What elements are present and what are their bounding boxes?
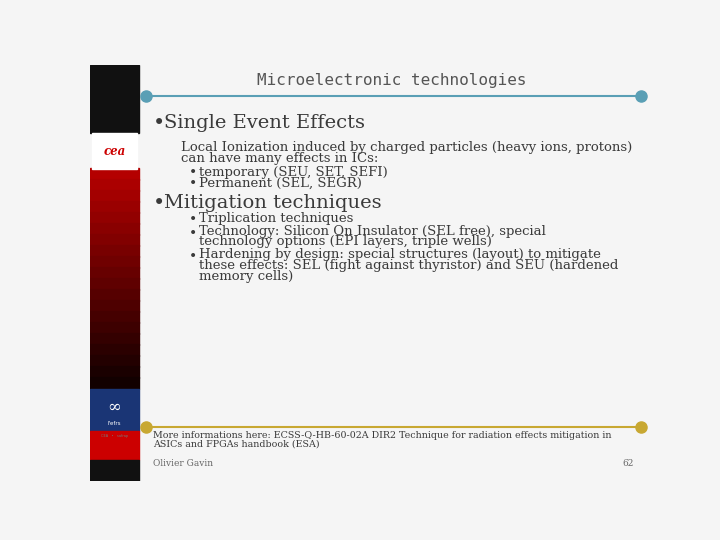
Bar xyxy=(90,389,139,431)
Bar xyxy=(90,234,139,246)
Text: these effects: SEL (fight against thyristor) and SEU (hardened: these effects: SEL (fight against thyris… xyxy=(199,259,618,272)
Text: Microelectronic technologies: Microelectronic technologies xyxy=(256,73,526,87)
Text: Permanent (SEL, SEGR): Permanent (SEL, SEGR) xyxy=(199,177,362,190)
Bar xyxy=(90,289,139,301)
Text: technology options (EPI layers, triple wells): technology options (EPI layers, triple w… xyxy=(199,235,492,248)
Bar xyxy=(90,245,139,257)
Bar xyxy=(90,278,139,290)
Bar xyxy=(90,311,139,323)
Text: Olivier Gavin: Olivier Gavin xyxy=(153,460,213,469)
Text: memory cells): memory cells) xyxy=(199,269,293,282)
Bar xyxy=(90,333,139,345)
Text: temporary (SEU, SET, SEFI): temporary (SEU, SET, SEFI) xyxy=(199,166,388,179)
Text: ∞: ∞ xyxy=(107,400,122,416)
Bar xyxy=(90,190,139,202)
Text: l'efrs: l'efrs xyxy=(108,421,121,426)
Text: Hardening by design: special structures (layout) to mitigate: Hardening by design: special structures … xyxy=(199,248,601,261)
Bar xyxy=(90,366,139,378)
Text: CEA   •   safrap: CEA • safrap xyxy=(101,434,128,438)
Text: •: • xyxy=(189,212,197,226)
Text: •: • xyxy=(189,249,197,263)
Bar xyxy=(90,377,139,389)
Text: Local Ionization induced by charged particles (heavy ions, protons): Local Ionization induced by charged part… xyxy=(181,141,632,154)
Text: Triplication techniques: Triplication techniques xyxy=(199,212,354,225)
Text: More informations here: ECSS-Q-HB-60-02A DIR2 Technique for radiation effects mi: More informations here: ECSS-Q-HB-60-02A… xyxy=(153,431,611,440)
Text: 62: 62 xyxy=(623,460,634,469)
Bar xyxy=(90,65,139,133)
Bar xyxy=(90,267,139,279)
Text: can have many effects in ICs:: can have many effects in ICs: xyxy=(181,152,378,165)
Text: •: • xyxy=(189,226,197,240)
Bar xyxy=(90,431,139,460)
Text: •: • xyxy=(153,113,165,133)
Text: Mitigation techniques: Mitigation techniques xyxy=(164,194,382,212)
Bar xyxy=(90,168,139,180)
Bar xyxy=(90,300,139,312)
Text: Single Event Effects: Single Event Effects xyxy=(164,114,365,132)
Bar xyxy=(90,344,139,356)
Text: •: • xyxy=(189,176,197,190)
Bar xyxy=(90,355,139,367)
Bar xyxy=(90,179,139,191)
Bar xyxy=(90,212,139,224)
Bar xyxy=(90,223,139,235)
Bar xyxy=(90,322,139,334)
Bar xyxy=(90,201,139,213)
Text: cea: cea xyxy=(103,145,125,158)
Text: •: • xyxy=(189,165,197,179)
Text: •: • xyxy=(153,193,165,213)
Bar xyxy=(90,460,139,481)
Text: Technology: Silicon On Insulator (SEL free), special: Technology: Silicon On Insulator (SEL fr… xyxy=(199,225,546,238)
Bar xyxy=(90,256,139,268)
Bar xyxy=(92,133,137,168)
Text: ASICs and FPGAs handbook (ESA): ASICs and FPGAs handbook (ESA) xyxy=(153,439,320,448)
